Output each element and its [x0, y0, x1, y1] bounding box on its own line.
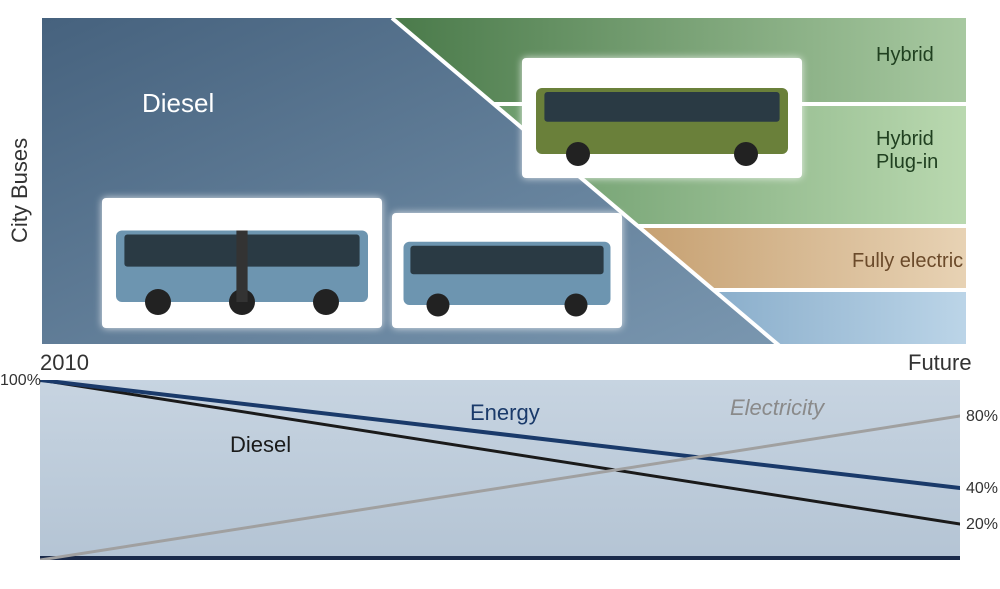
tick-right-80: 80% [966, 408, 998, 426]
line-label-electricity: Electricity [730, 395, 824, 421]
bus-image-green [522, 58, 802, 178]
tick-right-40: 40% [966, 480, 998, 498]
region-label-fully-electric: Fully electric [852, 250, 963, 273]
region-label-hybrid: Hybrid [876, 44, 934, 67]
line-label-diesel: Diesel [230, 432, 291, 458]
top-panel: Diesel Hybrid Hybrid Plug-in Fully elect… [40, 16, 968, 346]
line-chart: Diesel Energy Electricity [40, 380, 960, 560]
bus-image-blue-left [102, 198, 382, 328]
bus-image-blue-right [392, 213, 622, 328]
x-axis-left: 2010 [40, 350, 89, 376]
tick-left-100: 100% [0, 372, 41, 390]
line-label-energy: Energy [470, 400, 540, 426]
y-axis-label: City Buses [7, 123, 33, 243]
x-axis-right: Future [908, 350, 972, 376]
tick-right-20: 20% [966, 516, 998, 534]
region-label-diesel: Diesel [142, 88, 214, 119]
region-label-hybrid-plugin: Hybrid Plug-in [876, 128, 938, 174]
